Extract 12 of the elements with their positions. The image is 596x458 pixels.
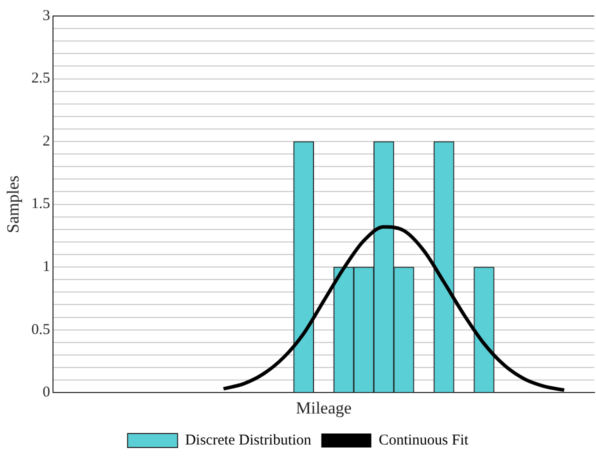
legend-label: Discrete Distribution [185,432,312,448]
legend-label: Continuous Fit [378,432,470,448]
y-tick-label: 0.5 [31,322,50,338]
y-tick-label: 2.5 [31,70,50,87]
y-tick-label: 2 [42,133,50,150]
x-axis-title: Mileage [296,398,352,418]
y-tick-label: 1 [42,259,50,276]
y-tick-label: 0 [42,384,50,401]
line-series [222,225,566,392]
y-tick-label: 1.5 [31,196,50,212]
y-axis-title: Samples [4,175,23,234]
y-tick-label: 3 [42,8,50,24]
